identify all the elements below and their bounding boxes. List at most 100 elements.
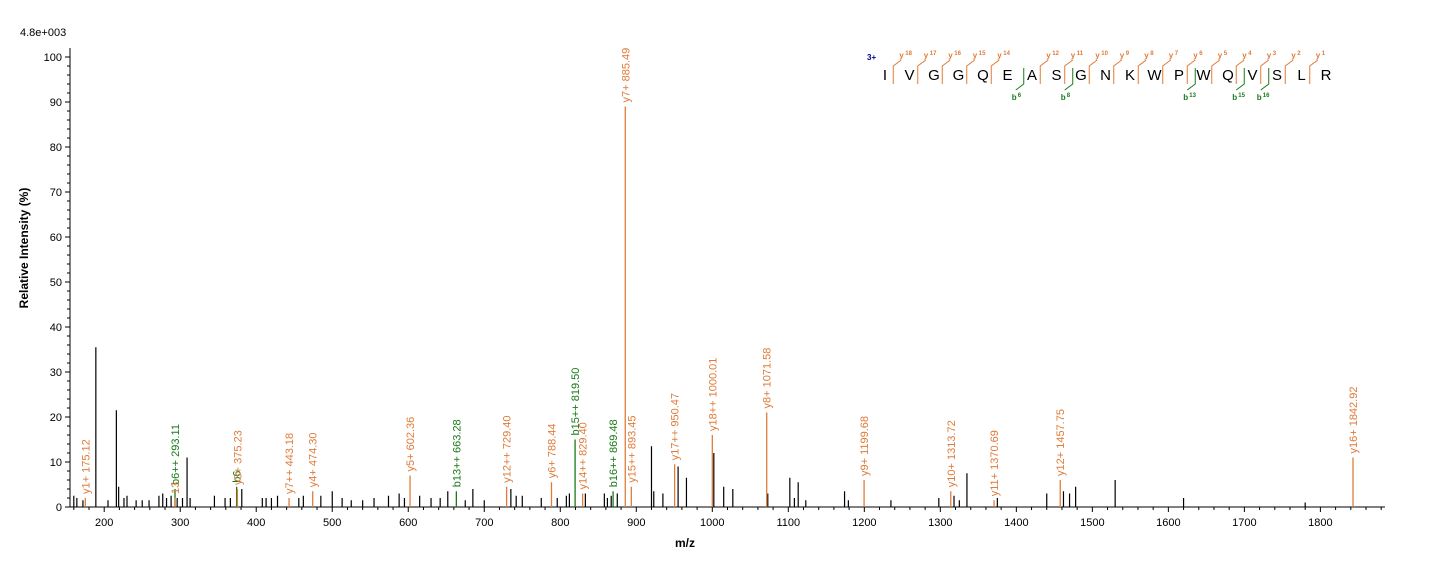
y-axis-title: Relative Intensity (%) — [17, 188, 31, 309]
sequence-residue: S — [1272, 67, 1282, 84]
x-tick-label: 600 — [399, 517, 417, 529]
y-tick-label: 10 — [50, 457, 62, 469]
y-ion-marker: y — [1291, 51, 1296, 60]
y-ion-bracket — [1235, 59, 1245, 84]
sequence-residue: A — [1027, 67, 1037, 84]
y-ion-bracket — [1064, 59, 1074, 84]
x-tick-label: 200 — [95, 517, 113, 529]
x-tick-label: 900 — [627, 517, 645, 529]
x-tick-label: 1600 — [1156, 517, 1180, 529]
y-ion-marker: y — [1120, 51, 1125, 60]
y-ion-marker: y — [1071, 51, 1076, 60]
y-tick-label: 40 — [50, 322, 62, 334]
y-ion-label: y12+ 1457.75 — [1055, 409, 1067, 476]
y-ion-label: y7+ 885.49 — [620, 48, 632, 103]
y-ion-label: y7++ 443.18 — [284, 433, 296, 494]
sequence-residue: I — [883, 67, 887, 84]
b-ion-number: 15 — [1238, 93, 1245, 99]
y-ion-bracket — [1284, 59, 1294, 84]
sequence-residue: P — [1174, 67, 1184, 84]
b-ion-label: b15++ 819.50 — [570, 368, 582, 436]
sequence-residue: G — [1075, 67, 1087, 84]
x-tick-label: 700 — [475, 517, 493, 529]
y-ion-marker: y — [924, 51, 929, 60]
y-ion-marker: y — [1267, 51, 1272, 60]
y-ion-marker: y — [948, 51, 953, 60]
y-ion-bracket — [892, 59, 902, 84]
b-ion-label: b16++ 869.48 — [608, 419, 620, 487]
x-axis-title: m/z — [675, 536, 695, 550]
y-tick-label: 50 — [50, 277, 62, 289]
y-ion-label: y8+ 1071.58 — [762, 348, 774, 409]
y-ion-number: 18 — [905, 51, 912, 57]
y-ion-number: 3 — [1273, 51, 1277, 57]
b-ion-number: 13 — [1189, 93, 1196, 99]
y-ion-number: 12 — [1052, 51, 1059, 57]
y-ion-marker: y — [1218, 51, 1223, 60]
sequence-residue: N — [1100, 67, 1111, 84]
y-ion-label: y10+ 1313.72 — [946, 420, 958, 487]
x-tick-label: 800 — [551, 517, 569, 529]
y-tick-label: 30 — [50, 367, 62, 379]
y-ion-label: y14++ 829.40 — [578, 422, 590, 489]
x-tick-label: 1500 — [1080, 517, 1104, 529]
y-ion-marker: y — [899, 51, 904, 60]
sequence-residue: E — [1002, 67, 1012, 84]
y-ion-number: 10 — [1101, 51, 1108, 57]
y-ion-bracket — [1088, 59, 1098, 84]
y-ion-bracket — [1260, 59, 1270, 84]
x-tick-label: 1700 — [1232, 517, 1256, 529]
y-ion-marker: y — [1242, 51, 1247, 60]
b-ion-marker: b — [1061, 93, 1066, 102]
sequence-residue: Q — [1222, 67, 1234, 84]
x-tick-label: 1300 — [928, 517, 952, 529]
y-tick-label: 100 — [44, 52, 62, 64]
y-ion-bracket — [1186, 59, 1196, 84]
sequence-residue: R — [1321, 67, 1332, 84]
y-ion-number: 6 — [1199, 51, 1203, 57]
y-ion-label: y6+ 788.44 — [546, 424, 558, 479]
plot-area: 200 300 400 500 600 700 800 900 1000 1100 1200 1300… — [44, 48, 1385, 529]
y-ion-marker: y — [973, 51, 978, 60]
y-ion-bracket — [1211, 59, 1221, 84]
y-ion-bracket — [1309, 59, 1319, 84]
y-ion-bracket — [990, 59, 1000, 84]
y-ion-label: 13 — [170, 482, 182, 494]
x-tick-label: 1400 — [1004, 517, 1028, 529]
x-tick-label: 400 — [247, 517, 265, 529]
y-ion-number: 4 — [1248, 51, 1252, 57]
y-ion-label: y1+ 175.12 — [80, 439, 92, 494]
sequence-residue: K — [1125, 67, 1135, 84]
b-ion-bracket — [1186, 68, 1196, 91]
y-ion-label: y16+ 1842.92 — [1348, 387, 1360, 454]
y-ion-marker: y — [1169, 51, 1174, 60]
unassigned-peaks — [73, 347, 1306, 507]
b-ion-marker: b — [1183, 93, 1188, 102]
sequence-residue: W — [1147, 67, 1162, 84]
y-ion-number: 2 — [1297, 51, 1301, 57]
y-ion-label: y3+ 375.23 — [232, 430, 244, 485]
b-ion-number: 8 — [1067, 93, 1071, 99]
sequence-residue: W — [1196, 67, 1211, 84]
y-ion-bracket — [1039, 59, 1049, 84]
x-tick-label: 1800 — [1308, 517, 1332, 529]
sequence-residue: G — [928, 67, 940, 84]
y-ion-marker: y — [1095, 51, 1100, 60]
b-ion-bracket — [1235, 68, 1245, 91]
x-tick-label: 500 — [323, 517, 341, 529]
y-ion-label: y5+ 602.36 — [405, 417, 417, 472]
charge-state-label: 3+ — [867, 53, 876, 62]
y-ion-marker: y — [1046, 51, 1051, 60]
x-ticks: 200 300 400 500 600 700 800 900 1000 1100 1200 1300… — [73, 507, 1382, 529]
x-tick-label: 300 — [171, 517, 189, 529]
y-ion-label: y11+ 1370.69 — [989, 430, 1001, 496]
y-ion-bracket — [966, 59, 976, 84]
y-ion-number: 11 — [1077, 51, 1084, 57]
b-ion-number: 6 — [1018, 93, 1022, 99]
y-tick-label: 80 — [50, 142, 62, 154]
y-ion-bracket — [1137, 59, 1147, 84]
y-ion-label: y18++ 1000.01 — [707, 358, 719, 431]
sequence-residue: L — [1297, 67, 1305, 84]
b-ion-marker: b — [1257, 93, 1262, 102]
